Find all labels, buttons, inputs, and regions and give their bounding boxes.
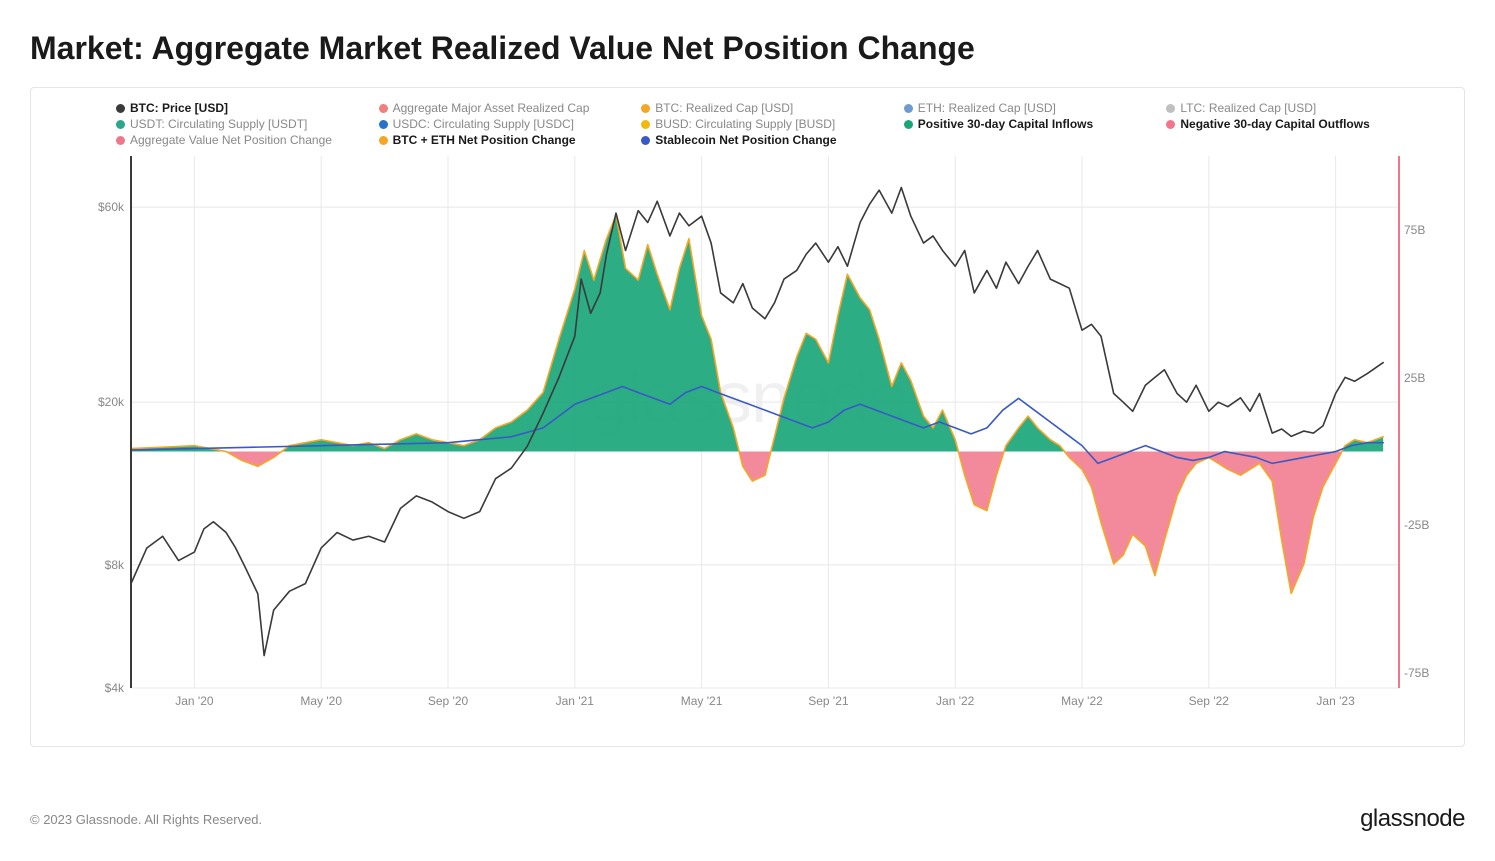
x-tick-label: Jan '21 — [556, 694, 594, 708]
legend-label: Aggregate Major Asset Realized Cap — [393, 101, 590, 115]
x-tick-label: May '21 — [681, 694, 723, 708]
legend-marker — [379, 120, 388, 129]
page-title: Market: Aggregate Market Realized Value … — [30, 30, 1465, 67]
legend-marker — [116, 136, 125, 145]
legend-label: Aggregate Value Net Position Change — [130, 133, 332, 147]
y-left-tick-label: $20k — [98, 395, 124, 409]
legend-marker — [641, 120, 650, 129]
legend-item[interactable]: USDT: Circulating Supply [USDT] — [116, 116, 379, 132]
chart-container: BTC: Price [USD] Aggregate Major Asset Re… — [30, 87, 1465, 747]
y-right-tick-label: -75B — [1404, 666, 1429, 680]
legend-marker — [641, 104, 650, 113]
legend-item[interactable]: LTC: Realized Cap [USD] — [1166, 100, 1429, 116]
legend-label: BTC: Realized Cap [USD] — [655, 101, 793, 115]
legend-marker — [904, 120, 913, 129]
legend-label: Negative 30-day Capital Outflows — [1180, 117, 1369, 131]
y-right-tick-label: 25B — [1404, 371, 1425, 385]
legend-item[interactable]: BTC: Price [USD] — [116, 100, 379, 116]
copyright-text: © 2023 Glassnode. All Rights Reserved. — [30, 812, 262, 827]
legend-item[interactable]: ETH: Realized Cap [USD] — [904, 100, 1167, 116]
legend-item[interactable]: BUSD: Circulating Supply [BUSD] — [641, 116, 904, 132]
legend-item[interactable]: BTC: Realized Cap [USD] — [641, 100, 904, 116]
legend-label: USDT: Circulating Supply [USDT] — [130, 117, 307, 131]
legend-marker — [904, 104, 913, 113]
x-tick-label: May '22 — [1061, 694, 1103, 708]
brand-logo: glassnode — [1360, 805, 1465, 833]
y-right-tick-label: 75B — [1404, 223, 1425, 237]
legend-marker — [379, 104, 388, 113]
chart-svg — [66, 152, 1429, 712]
x-tick-label: Sep '21 — [808, 694, 848, 708]
legend-label: ETH: Realized Cap [USD] — [918, 101, 1056, 115]
y-left-tick-label: $4k — [105, 681, 124, 695]
x-tick-label: Sep '22 — [1189, 694, 1229, 708]
legend-label: BUSD: Circulating Supply [BUSD] — [655, 117, 835, 131]
y-right-tick-label: -25B — [1404, 518, 1429, 532]
y-left-tick-label: $8k — [105, 558, 124, 572]
legend-item[interactable]: Aggregate Major Asset Realized Cap — [379, 100, 642, 116]
legend: BTC: Price [USD] Aggregate Major Asset Re… — [66, 100, 1429, 148]
x-tick-label: Jan '22 — [936, 694, 974, 708]
legend-marker — [116, 120, 125, 129]
legend-marker — [641, 136, 650, 145]
legend-label: BTC + ETH Net Position Change — [393, 133, 576, 147]
x-tick-label: May '20 — [300, 694, 342, 708]
legend-item[interactable]: Negative 30-day Capital Outflows — [1166, 116, 1429, 132]
legend-item[interactable]: Stablecoin Net Position Change — [641, 132, 904, 148]
x-tick-label: Jan '23 — [1316, 694, 1354, 708]
x-tick-label: Sep '20 — [428, 694, 468, 708]
legend-label: BTC: Price [USD] — [130, 101, 228, 115]
legend-marker — [116, 104, 125, 113]
legend-item[interactable]: Positive 30-day Capital Inflows — [904, 116, 1167, 132]
legend-label: Positive 30-day Capital Inflows — [918, 117, 1093, 131]
legend-item[interactable]: USDC: Circulating Supply [USDC] — [379, 116, 642, 132]
footer: © 2023 Glassnode. All Rights Reserved. g… — [30, 805, 1465, 833]
plot-area: glassnode $4k$8k$20k$60k-75B-25B25B75BJa… — [66, 152, 1429, 712]
y-left-tick-label: $60k — [98, 200, 124, 214]
legend-label: USDC: Circulating Supply [USDC] — [393, 117, 574, 131]
x-tick-label: Jan '20 — [175, 694, 213, 708]
legend-marker — [1166, 104, 1175, 113]
legend-marker — [379, 136, 388, 145]
legend-marker — [1166, 120, 1175, 129]
legend-label: Stablecoin Net Position Change — [655, 133, 836, 147]
legend-item[interactable]: BTC + ETH Net Position Change — [379, 132, 642, 148]
legend-item[interactable]: Aggregate Value Net Position Change — [116, 132, 379, 148]
legend-label: LTC: Realized Cap [USD] — [1180, 101, 1316, 115]
